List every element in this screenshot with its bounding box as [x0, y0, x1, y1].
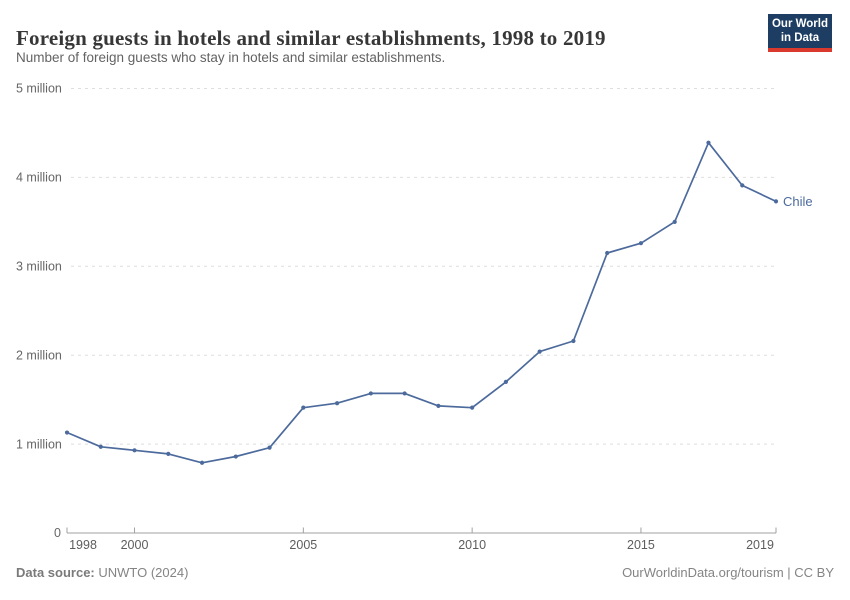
data-point-2000[interactable] — [132, 448, 137, 453]
data-point-2011[interactable] — [503, 379, 509, 384]
data-point-2002[interactable] — [199, 460, 205, 465]
data-point-2010[interactable] — [470, 405, 475, 410]
chart-footer: Data source: UNWTO (2024) OurWorldinData… — [16, 565, 834, 580]
owid-logo-line2: in Data — [780, 32, 820, 44]
owid-logo-red-bar — [768, 48, 832, 52]
x-axis-label: 1998 — [69, 538, 97, 552]
data-point-2008[interactable] — [402, 391, 407, 396]
owid-logo-line1: Our World — [771, 17, 828, 30]
chart-title: Foreign guests in hotels and similar est… — [16, 26, 606, 51]
x-axis-label: 2005 — [289, 538, 317, 552]
y-axis-label: 2 million — [16, 348, 62, 362]
data-source-label: Data source: — [16, 565, 95, 580]
data-point-2016[interactable] — [672, 219, 677, 224]
data-point-2001[interactable] — [166, 451, 171, 456]
data-point-2019[interactable] — [773, 199, 779, 204]
data-point-1998[interactable] — [64, 430, 70, 435]
y-axis-label-0: 0 — [54, 526, 61, 540]
series-line-chile — [66, 141, 777, 464]
data-point-2013[interactable] — [571, 338, 576, 344]
y-axis-label: 4 million — [16, 171, 62, 185]
x-axis-label: 2010 — [458, 538, 486, 552]
x-axis-label: 2015 — [627, 538, 655, 552]
data-point-2015[interactable] — [638, 241, 644, 246]
data-point-1999[interactable] — [98, 444, 103, 449]
data-source-note: Data source: UNWTO (2024) — [16, 565, 188, 580]
data-point-2007[interactable] — [368, 391, 373, 396]
data-point-2012[interactable] — [537, 349, 542, 354]
data-point-2018[interactable] — [740, 183, 745, 188]
data-point-2009[interactable] — [436, 403, 441, 408]
data-source-value: UNWTO (2024) — [98, 565, 189, 580]
x-axis-label: 2019 — [746, 538, 774, 552]
data-point-2005[interactable] — [301, 405, 306, 410]
credit-note: OurWorldinData.org/tourism | CC BY — [622, 565, 834, 580]
data-point-2014[interactable] — [605, 250, 610, 256]
x-axis-label: 2000 — [121, 538, 149, 552]
y-axis-label: 3 million — [16, 260, 62, 274]
y-axis-label: 5 million — [16, 82, 62, 96]
data-point-2004[interactable] — [267, 445, 272, 450]
y-axis-label: 1 million — [16, 437, 62, 451]
data-point-2017[interactable] — [706, 140, 711, 145]
data-point-2003[interactable] — [233, 454, 238, 459]
series-end-label[interactable]: Chile — [783, 194, 813, 209]
chart-subtitle: Number of foreign guests who stay in hot… — [16, 50, 446, 65]
data-point-2006[interactable] — [334, 401, 340, 406]
owid-logo: Our World in Data — [768, 14, 832, 48]
